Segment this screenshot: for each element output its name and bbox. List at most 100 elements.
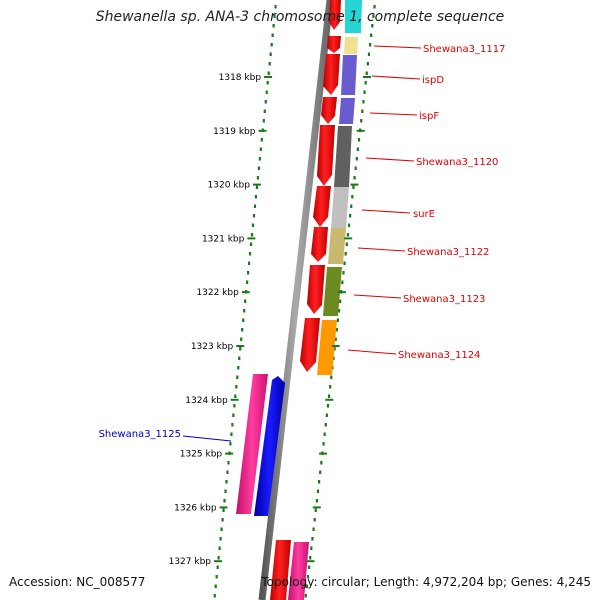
tick-dot [260,138,263,142]
cds-arrow [321,97,337,124]
tick-dot [363,90,366,94]
tick-dot [259,147,262,151]
tick-dot [357,138,361,142]
tick-label: 1322 kbp [196,288,239,298]
tick-dot [351,195,354,199]
tick-dot [269,52,272,56]
tick-dot [262,119,265,123]
tick-dot [270,43,273,47]
tick-dot [242,318,245,322]
gene-label[interactable]: Shewana3_1125 [99,429,181,440]
tick-dot [218,546,221,550]
gene-label[interactable]: ispD [422,75,444,86]
tick-dot [238,356,241,360]
tick-dot [366,62,369,66]
leader-line [357,247,406,252]
tick-label: 1326 kbp [174,503,217,513]
tick-dot [319,470,322,474]
tick-dot [352,185,355,189]
tick-dot [322,442,325,446]
tick-dot [246,271,250,275]
gene-block [288,542,309,600]
tick-dot [229,442,232,446]
tick-dot [265,90,268,94]
tick-dot [311,537,314,541]
gene-block-Shewana3_1120 [334,126,352,187]
tick-dot [216,565,219,569]
tick-dot [221,518,224,522]
tick-dot [227,461,230,465]
tick-dot [264,100,267,104]
gene-block-ispD [341,55,357,95]
tick-dot [305,584,309,588]
tick-dot [272,24,275,28]
tick-dot [364,81,367,85]
tick-dot [237,366,240,370]
tick-dot [240,337,243,341]
gene-block-Shewana3_1122 [328,228,346,264]
tick-dot [345,242,348,246]
tick-dot [362,100,365,104]
gene-label[interactable]: Shewana3_1124 [398,350,480,361]
leader-line [347,349,397,355]
tick-dot [350,204,353,208]
leader-line [182,435,232,442]
tick-label: 1324 kbp [185,396,228,406]
tick-label: 1320 kbp [208,181,251,191]
tick-dot [234,394,237,398]
tick-dot [267,71,270,75]
tick-dot [353,176,356,180]
tick-dot [249,242,253,246]
tick-dot [304,594,307,598]
tick-dot [232,413,235,417]
tick-dot [316,489,320,493]
tick-dot [214,584,217,588]
tick-dot [252,214,256,218]
leader-line [365,157,415,162]
tick-label: 1325 kbp [180,450,223,460]
gene-Shewana3_1125-blue [254,376,285,516]
feature-track-left [236,374,309,600]
tick-dot [310,546,313,550]
leader-line [371,75,421,80]
gene-label[interactable]: Shewana3_1120 [416,157,498,168]
gene-label[interactable]: ispF [419,111,439,122]
tick-dot [257,166,260,170]
gene-label[interactable]: surE [413,209,435,220]
tick-dot [312,527,315,531]
tick-labels: 1318 kbp 1319 kbp 1320 kbp 1321 kbp 1322 kbp… [169,73,372,567]
tick-dot [251,223,255,227]
gene-label[interactable]: Shewana3_1123 [403,294,485,305]
leader-line [361,209,411,214]
topology-info: Topology: circular; Length: 4,972,204 bp… [261,575,591,589]
tick-dot [323,432,326,436]
tick-dot [241,328,244,332]
tick-dot [306,575,310,579]
cds-arrow [300,318,320,372]
tick-dot [318,480,321,484]
cds-arrow [327,36,341,53]
tick-dot [243,309,246,313]
tick-dot [246,280,249,284]
tick-dot [219,537,222,541]
tick-dot [325,413,328,417]
gene-block [345,0,362,33]
tick-dot [344,252,347,256]
gene-label[interactable]: Shewana3_1117 [423,44,505,55]
tick-dot [266,81,269,85]
gene-label[interactable]: Shewana3_1122 [407,247,489,258]
backbone [258,0,334,600]
tick-dot [373,5,376,9]
tick-dot [239,347,242,351]
tick-dot [343,261,346,265]
tick-dot [254,195,258,199]
tick-dot [367,52,371,56]
gene-block-ispF [339,98,355,124]
tick-dot [247,261,251,265]
tick-label: 1327 kbp [169,557,212,567]
tick-dot [371,24,374,28]
tick-dot [271,33,274,37]
tick-dot [230,432,233,436]
tick-dot [356,147,359,151]
